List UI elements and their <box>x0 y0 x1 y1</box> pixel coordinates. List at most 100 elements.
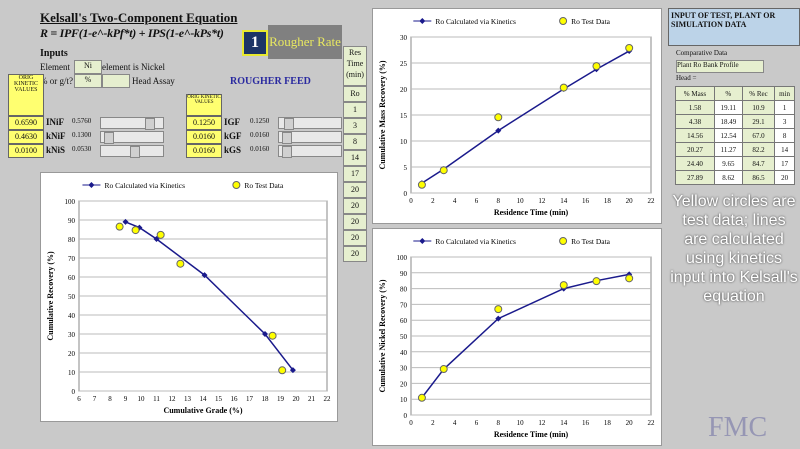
rougher-rate-button[interactable]: Rougher Rate <box>268 25 342 59</box>
legend-diamond-icon <box>419 18 426 24</box>
slider-thumb[interactable] <box>145 118 156 130</box>
x-tick-label: 20 <box>293 395 301 403</box>
param-value: 0.0160 <box>250 145 270 153</box>
res-time-cell[interactable]: 3 <box>343 118 367 134</box>
y-tick-label: 40 <box>68 312 76 320</box>
table-cell[interactable]: 10.9 <box>741 100 776 115</box>
table-cell[interactable]: 18.49 <box>713 114 743 129</box>
x-tick-label: 11 <box>153 395 160 403</box>
unit-input[interactable]: % <box>74 74 102 88</box>
param-name: kNiS <box>46 145 66 155</box>
table-cell[interactable]: 8.62 <box>713 170 743 185</box>
param-name: kGF <box>224 131 242 141</box>
step-number[interactable]: 1 <box>242 30 268 56</box>
table-cell[interactable]: 24.40 <box>675 156 715 171</box>
param-name: kNiF <box>46 131 66 141</box>
table-cell[interactable]: 12.54 <box>713 128 743 143</box>
table-cell[interactable]: 19.11 <box>713 100 743 115</box>
x-axis-label: Residence Time (min) <box>494 430 569 439</box>
legend-calc: Ro Calculated via Kinetics <box>435 237 516 246</box>
param-name: kGS <box>224 145 242 155</box>
res-time-cell[interactable]: 20 <box>343 198 367 214</box>
head-assay-input[interactable] <box>102 74 130 88</box>
x-tick-label: 16 <box>582 197 590 205</box>
table-cell[interactable]: 3 <box>774 114 795 129</box>
inputs-label: Inputs <box>40 48 68 59</box>
slider-thumb[interactable] <box>284 118 295 130</box>
table-cell[interactable]: 11.27 <box>713 142 743 157</box>
table-cell[interactable]: 20 <box>774 170 795 185</box>
legend-marker <box>559 17 568 25</box>
table-cell[interactable]: 67.0 <box>741 128 776 143</box>
unit-label: % or g/t? <box>40 76 73 86</box>
res-time-cell[interactable]: 20 <box>343 230 367 246</box>
legend-marker <box>559 237 568 245</box>
table-cell[interactable]: 20.27 <box>675 142 715 157</box>
legend-test: Ro Test Data <box>571 237 611 246</box>
res-time-cell[interactable]: 1 <box>343 102 367 118</box>
test-point <box>592 277 601 286</box>
legend-test: Ro Test Data <box>244 181 284 190</box>
table-cell[interactable]: 9.65 <box>713 156 743 171</box>
x-tick-label: 8 <box>497 197 501 205</box>
y-tick-label: 40 <box>400 349 408 357</box>
element-input[interactable]: Ni <box>74 60 102 74</box>
comparative-label: Comparative Data <box>676 49 728 57</box>
table-cell[interactable]: 4.38 <box>675 114 715 129</box>
res-time-cell[interactable]: 14 <box>343 150 367 166</box>
table-cell[interactable]: 8 <box>774 128 795 143</box>
x-tick-label: 13 <box>184 395 192 403</box>
element-label: Element <box>40 62 70 72</box>
orig-value: 0.4630 <box>8 130 44 144</box>
profile-select[interactable]: Plant Ro Bank Profile <box>676 60 764 73</box>
column-header: % <box>713 86 743 101</box>
orig-value: 0.6590 <box>8 116 44 130</box>
test-point <box>131 226 140 235</box>
param-value: 0.0160 <box>250 131 270 139</box>
table-cell[interactable]: 27.89 <box>675 170 715 185</box>
orig-value: 0.0100 <box>8 144 44 158</box>
x-tick-label: 21 <box>308 395 316 403</box>
table-cell[interactable]: 84.7 <box>741 156 776 171</box>
x-tick-label: 17 <box>246 395 254 403</box>
test-point <box>439 166 448 175</box>
param-slider[interactable] <box>100 117 164 130</box>
param-slider[interactable] <box>278 117 342 130</box>
table-cell[interactable]: 14 <box>774 142 795 157</box>
column-header: % Rec <box>741 86 776 101</box>
table-cell[interactable]: 1.58 <box>675 100 715 115</box>
y-tick-label: 50 <box>68 293 76 301</box>
table-cell[interactable]: 17 <box>774 156 795 171</box>
head-assay-label: Head Assay <box>132 76 175 86</box>
param-slider[interactable] <box>100 131 164 144</box>
x-tick-label: 6 <box>475 419 479 427</box>
table-cell[interactable]: 1 <box>774 100 795 115</box>
res-time-cell[interactable]: 20 <box>343 214 367 230</box>
y-tick-label: 90 <box>68 217 76 225</box>
table-cell[interactable]: 86.5 <box>741 170 776 185</box>
param-value: 0.5760 <box>72 117 92 125</box>
table-cell[interactable]: 14.56 <box>675 128 715 143</box>
y-axis-label: Cumulative Recovery (%) <box>46 251 55 341</box>
table-cell[interactable]: 82.2 <box>741 142 776 157</box>
param-slider[interactable] <box>278 131 342 144</box>
res-time-cell[interactable]: 20 <box>343 182 367 198</box>
slider-thumb[interactable] <box>129 146 140 158</box>
x-tick-label: 12 <box>169 395 177 403</box>
slider-thumb[interactable] <box>281 132 292 144</box>
slider-thumb[interactable] <box>281 146 292 158</box>
y-tick-label: 10 <box>400 396 408 404</box>
res-time-cell[interactable]: 20 <box>343 246 367 262</box>
table-cell[interactable]: 29.1 <box>741 114 776 129</box>
rougher-feed-label: ROUGHER FEED <box>230 76 311 87</box>
param-slider[interactable] <box>278 145 342 158</box>
slider-thumb[interactable] <box>103 132 114 144</box>
y-tick-label: 80 <box>400 286 408 294</box>
res-time-cell[interactable]: 17 <box>343 166 367 182</box>
res-time-cell[interactable]: 8 <box>343 134 367 150</box>
param-slider[interactable] <box>100 145 164 158</box>
table-row: 20.27 11.27 82.2 14 <box>675 142 795 157</box>
test-point <box>268 331 277 340</box>
x-tick-label: 22 <box>648 419 656 427</box>
param-value: 0.1300 <box>72 131 92 139</box>
